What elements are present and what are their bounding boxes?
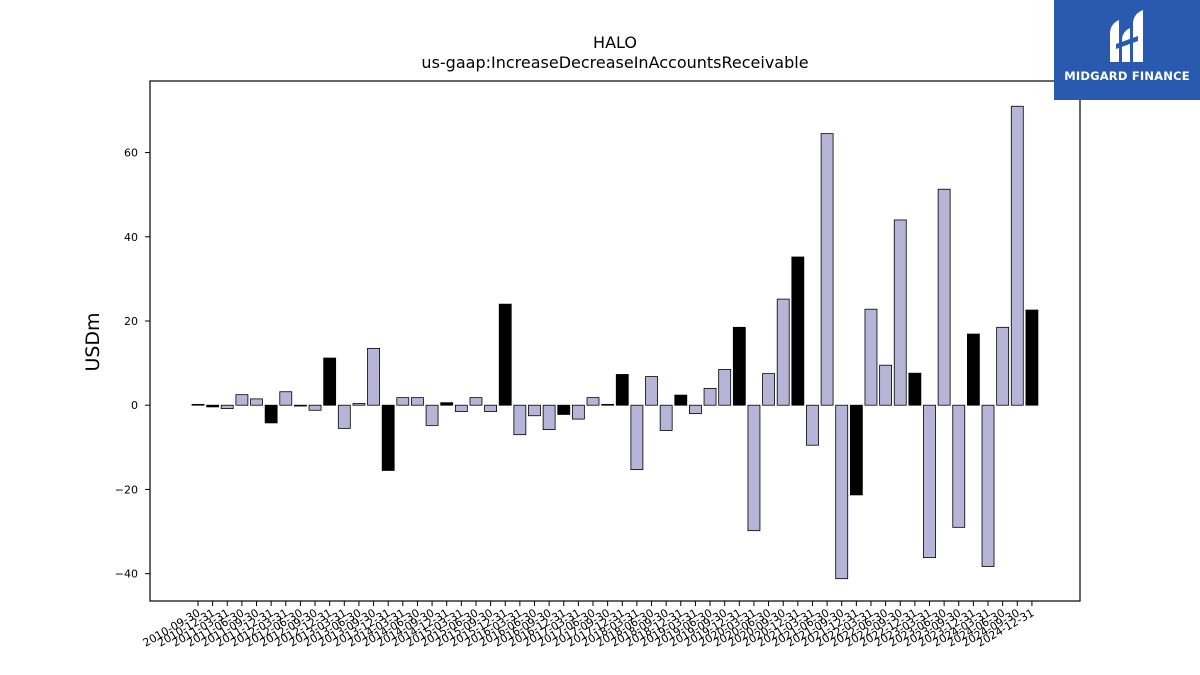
bar-2012-12-31 (323, 357, 337, 406)
brand-name: MIDGARD FINANCE (1064, 69, 1190, 83)
chart-title: HALO (593, 33, 637, 52)
bar-2012-03-31 (279, 391, 293, 406)
bar-2021-06-30 (820, 133, 834, 406)
bar-2017-03-31 (571, 404, 585, 420)
bar-2021-03-31 (806, 404, 819, 446)
bar-2015-12-31 (498, 303, 512, 406)
bar-2016-03-31 (513, 404, 527, 436)
bar-2019-03-31 (689, 404, 702, 415)
bar-2023-06-30 (937, 188, 951, 406)
y-tick-label: 20 (124, 315, 138, 328)
bar-2012-06-30 (294, 404, 307, 407)
bar-2024-06-30 (996, 326, 1010, 406)
bar-2020-12-31 (791, 256, 805, 406)
y-tick-label: −20 (115, 483, 138, 496)
bar-2023-03-31 (923, 404, 936, 559)
bar-2019-06-30 (703, 387, 717, 406)
bar-2015-03-31 (454, 404, 468, 412)
bar-2011-03-31 (220, 404, 234, 409)
bar-2016-12-31 (557, 404, 571, 415)
y-ticks: −40 −20 0 20 40 60 (115, 147, 150, 581)
y-tick-label: 60 (124, 147, 138, 160)
bar-2018-12-31 (674, 394, 688, 406)
bar-2021-09-30 (835, 404, 849, 580)
bar-2010-12-31 (206, 404, 220, 408)
bar-2018-06-30 (645, 376, 658, 406)
chart-subtitle: us-gaap:IncreaseDecreaseInAccountsReceiv… (421, 53, 808, 72)
bar-2023-09-30 (952, 404, 966, 528)
bar-2013-06-30 (352, 403, 366, 406)
bar-2019-09-30 (718, 369, 732, 406)
bar-2022-12-31 (908, 372, 922, 406)
bar-2017-09-30 (601, 403, 615, 406)
y-tick-label: −40 (115, 568, 138, 581)
bar-2015-09-30 (484, 404, 498, 412)
bar-2017-06-30 (586, 397, 600, 406)
bar-2022-06-30 (879, 364, 893, 406)
bar-2010-09-30 (191, 403, 205, 406)
bar-2012-09-30 (308, 404, 322, 411)
bar-2020-03-31 (747, 404, 761, 532)
bar-2024-03-31 (981, 404, 995, 567)
bar-2020-06-30 (762, 373, 775, 406)
bar-2016-06-30 (528, 404, 541, 417)
bar-2011-12-31 (264, 404, 278, 424)
bar-2021-12-31 (849, 404, 863, 496)
bar-2014-12-31 (440, 402, 454, 406)
brand-logo: MIDGARD FINANCE (1054, 0, 1200, 100)
bar-2014-03-31 (396, 397, 410, 406)
bar-2013-03-31 (337, 404, 351, 429)
bars-group (191, 105, 1039, 580)
plot-frame (149, 80, 1081, 602)
bar-2014-06-30 (411, 397, 424, 406)
bar-2018-03-31 (630, 404, 644, 471)
bar-2018-09-30 (659, 404, 673, 431)
bar-2022-09-30 (893, 219, 907, 406)
bar-2019-12-31 (732, 326, 746, 406)
y-axis-label: USDm (82, 312, 104, 371)
bar-2024-12-31 (1025, 309, 1039, 406)
bar-2013-09-30 (367, 347, 380, 406)
bar-2023-12-31 (966, 333, 980, 406)
bar-2011-09-30 (250, 398, 263, 406)
bar-2015-06-30 (469, 397, 483, 406)
x-ticks: 2010-09-302010-12-312011-03-312011-06-30… (141, 601, 1036, 650)
bar-2024-09-30 (1010, 105, 1024, 406)
bar-2016-09-30 (542, 404, 556, 431)
bar-2017-12-31 (615, 374, 629, 406)
bar-2011-06-30 (235, 394, 249, 406)
y-tick-label: 0 (131, 399, 138, 412)
bar-2020-09-30 (776, 298, 790, 406)
y-tick-label: 40 (124, 231, 138, 244)
bar-2022-03-31 (864, 308, 878, 406)
midgard-logo-icon (1110, 10, 1143, 62)
bar-2014-09-30 (425, 404, 439, 426)
bar-2013-12-31 (381, 404, 395, 471)
